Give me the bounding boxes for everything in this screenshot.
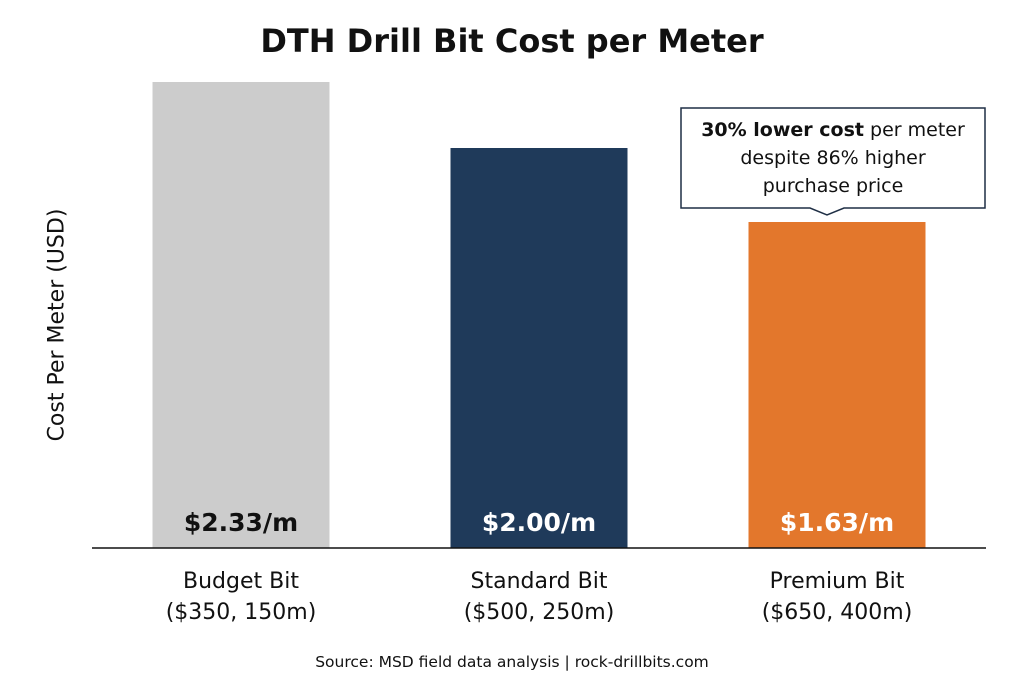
- bar-premium: [748, 222, 926, 548]
- chart-title: DTH Drill Bit Cost per Meter: [260, 22, 764, 60]
- category-name: Premium Bit: [769, 569, 905, 594]
- value-label-premium: $1.63/m: [780, 508, 894, 537]
- category-detail: ($500, 250m): [463, 600, 615, 625]
- category-label-standard: Standard Bit ($500, 250m): [419, 566, 659, 628]
- value-labels-group: $2.33/m $2.00/m $1.63/m: [184, 508, 894, 537]
- annotation-line-2: despite 86% higher: [740, 147, 926, 169]
- bar-standard: [450, 148, 628, 548]
- value-label-budget: $2.33/m: [184, 508, 298, 537]
- annotation-line-3: purchase price: [762, 175, 904, 197]
- annotation-line-1: 30% lower cost per meter: [681, 116, 985, 144]
- annotation-callout: 30% lower cost per meter despite 86% hig…: [681, 108, 985, 208]
- value-label-standard: $2.00/m: [482, 508, 596, 537]
- y-axis-label: Cost Per Meter (USD): [44, 208, 70, 442]
- bar-budget: [152, 82, 330, 548]
- category-name: Budget Bit: [183, 569, 299, 594]
- category-detail: ($650, 400m): [761, 600, 913, 625]
- annotation-rest-text: per meter: [864, 119, 965, 141]
- source-note: Source: MSD field data analysis | rock-d…: [315, 653, 709, 671]
- annotation-bold-text: 30% lower cost: [701, 119, 864, 141]
- category-label-budget: Budget Bit ($350, 150m): [121, 566, 361, 628]
- category-name: Standard Bit: [470, 569, 608, 594]
- bars-group: [152, 82, 926, 548]
- category-detail: ($350, 150m): [165, 600, 317, 625]
- annotation-callout-box: [680, 107, 986, 216]
- category-label-premium: Premium Bit ($650, 400m): [717, 566, 957, 628]
